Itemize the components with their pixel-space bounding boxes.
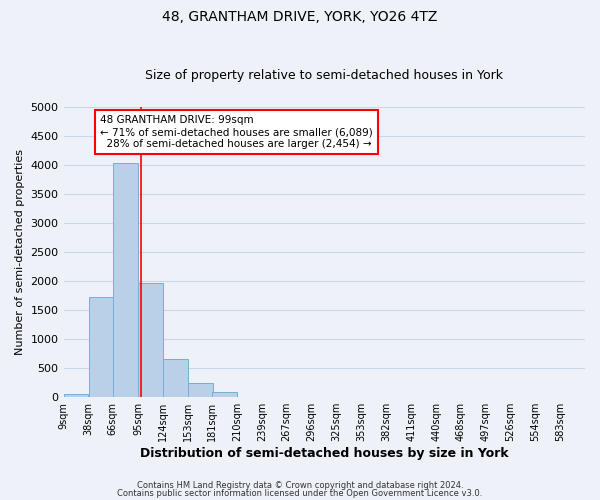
Title: Size of property relative to semi-detached houses in York: Size of property relative to semi-detach… — [145, 69, 503, 82]
Bar — [163, 360, 188, 397]
Bar — [113, 163, 137, 397]
X-axis label: Distribution of semi-detached houses by size in York: Distribution of semi-detached houses by … — [140, 447, 509, 460]
Bar — [64, 394, 88, 397]
Text: 48 GRANTHAM DRIVE: 99sqm
← 71% of semi-detached houses are smaller (6,089)
  28%: 48 GRANTHAM DRIVE: 99sqm ← 71% of semi-d… — [100, 116, 373, 148]
Text: 48, GRANTHAM DRIVE, YORK, YO26 4TZ: 48, GRANTHAM DRIVE, YORK, YO26 4TZ — [163, 10, 437, 24]
Bar — [138, 284, 163, 397]
Bar — [89, 298, 113, 397]
Y-axis label: Number of semi-detached properties: Number of semi-detached properties — [15, 149, 25, 355]
Text: Contains HM Land Registry data © Crown copyright and database right 2024.: Contains HM Land Registry data © Crown c… — [137, 481, 463, 490]
Text: Contains public sector information licensed under the Open Government Licence v3: Contains public sector information licen… — [118, 488, 482, 498]
Bar — [188, 384, 213, 397]
Bar — [212, 392, 237, 397]
